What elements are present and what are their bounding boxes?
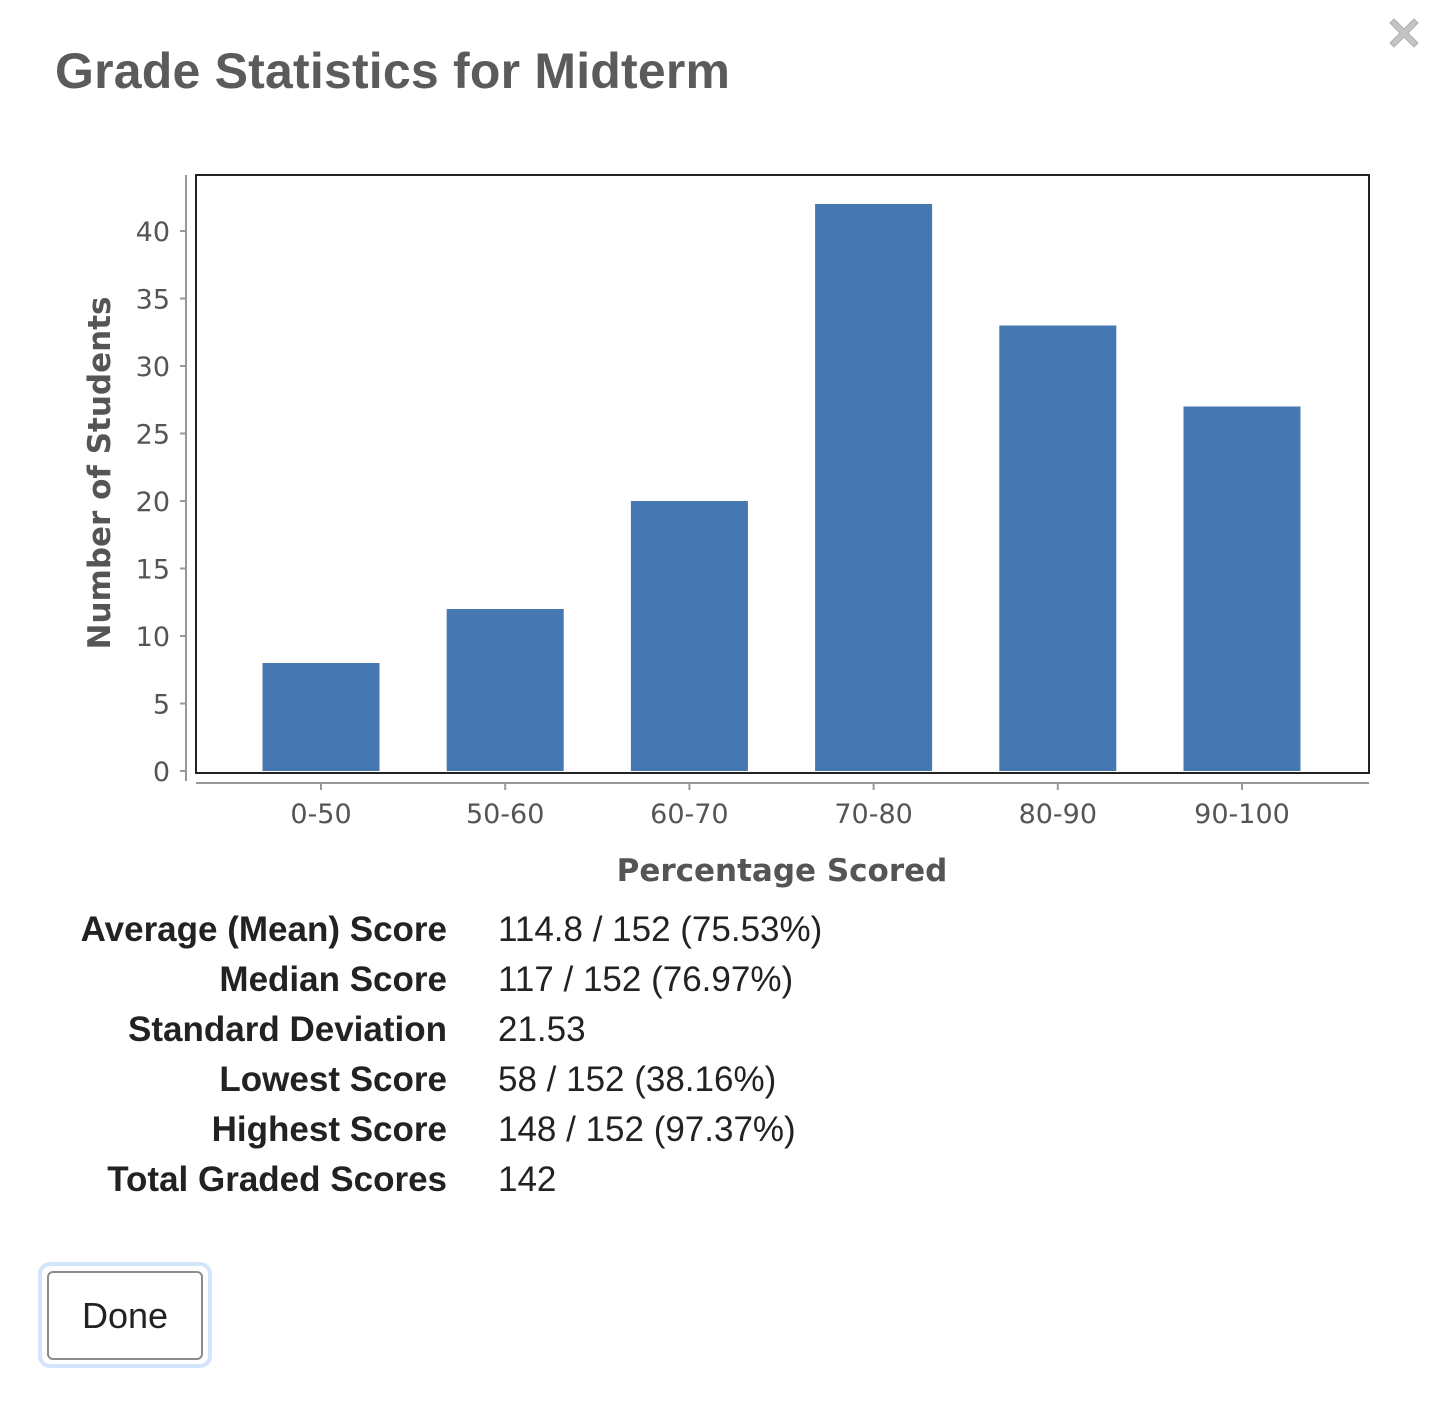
statistics-table: Average (Mean) Score 114.8 / 152 (75.53%… xyxy=(0,905,1442,1205)
stat-label: Total Graded Scores xyxy=(107,1160,447,1199)
stat-row-median: Median Score 117 / 152 (76.97%) xyxy=(0,955,1442,1005)
y-tick-label: 25 xyxy=(136,420,170,451)
dialog-title: Grade Statistics for Midterm xyxy=(55,43,731,99)
bars xyxy=(262,204,1301,771)
stat-value: 117 / 152 (76.97%) xyxy=(498,960,794,999)
x-tick-label: 90-100 xyxy=(1194,799,1290,830)
stat-row-total: Total Graded Scores 142 xyxy=(0,1155,1442,1205)
y-tick-label: 5 xyxy=(153,690,170,721)
stat-value: 142 xyxy=(498,1160,557,1199)
x-tick-label: 80-90 xyxy=(1019,799,1097,830)
bar-60-70 xyxy=(630,501,748,771)
y-axis xyxy=(180,175,187,781)
y-tick-labels: 0 5 10 15 20 25 30 35 40 xyxy=(136,217,170,788)
grade-distribution-chart-svg: 0 5 10 15 20 25 30 35 40 0-50 50-60 60-70 70-80 80-9… xyxy=(82,174,1370,889)
plot-frame xyxy=(195,174,1370,774)
grade-distribution-chart: 0 5 10 15 20 25 30 35 40 0-50 50-60 60-70 70-80 80-9… xyxy=(0,160,1442,900)
stat-label: Average (Mean) Score xyxy=(80,910,447,949)
y-tick-label: 20 xyxy=(136,487,170,518)
stat-label: Lowest Score xyxy=(219,1060,447,1099)
x-tick-labels: 0-50 50-60 60-70 70-80 80-90 90-100 xyxy=(290,799,1289,830)
stat-label: Standard Deviation xyxy=(128,1010,447,1049)
close-button[interactable] xyxy=(1383,12,1425,54)
stat-value: 21.53 xyxy=(498,1010,586,1049)
stat-value: 148 / 152 (97.37%) xyxy=(498,1110,796,1149)
bar-0-50 xyxy=(262,663,380,771)
y-tick-label: 30 xyxy=(136,352,170,383)
y-tick-label: 15 xyxy=(136,555,170,586)
bar-50-60 xyxy=(446,609,564,771)
done-button-focus-ring xyxy=(38,1262,212,1368)
x-axis-label: Percentage Scored xyxy=(617,853,948,889)
x-tick-label: 0-50 xyxy=(290,799,351,830)
stat-row-std-dev: Standard Deviation 21.53 xyxy=(0,1005,1442,1055)
y-axis-label: Number of Students xyxy=(82,297,118,650)
y-tick-label: 40 xyxy=(136,217,170,248)
stat-label: Median Score xyxy=(219,960,447,999)
x-tick-label: 50-60 xyxy=(466,799,544,830)
x-axis xyxy=(196,782,1369,790)
stat-label: Highest Score xyxy=(211,1110,447,1149)
y-tick-label: 35 xyxy=(136,285,170,316)
bar-70-80 xyxy=(815,204,933,771)
stat-value: 114.8 / 152 (75.53%) xyxy=(498,910,823,949)
y-tick-label: 10 xyxy=(136,622,170,653)
x-tick-label: 60-70 xyxy=(650,799,728,830)
stat-value: 58 / 152 (38.16%) xyxy=(498,1060,777,1099)
stat-row-lowest: Lowest Score 58 / 152 (38.16%) xyxy=(0,1055,1442,1105)
stat-row-mean: Average (Mean) Score 114.8 / 152 (75.53%… xyxy=(0,905,1442,955)
bar-90-100 xyxy=(1183,406,1301,771)
x-tick-label: 70-80 xyxy=(834,799,912,830)
y-tick-label: 0 xyxy=(153,757,170,788)
bar-80-90 xyxy=(999,325,1117,771)
close-icon xyxy=(1389,18,1419,48)
done-button[interactable]: Done xyxy=(47,1271,203,1360)
stat-row-highest: Highest Score 148 / 152 (97.37%) xyxy=(0,1105,1442,1155)
